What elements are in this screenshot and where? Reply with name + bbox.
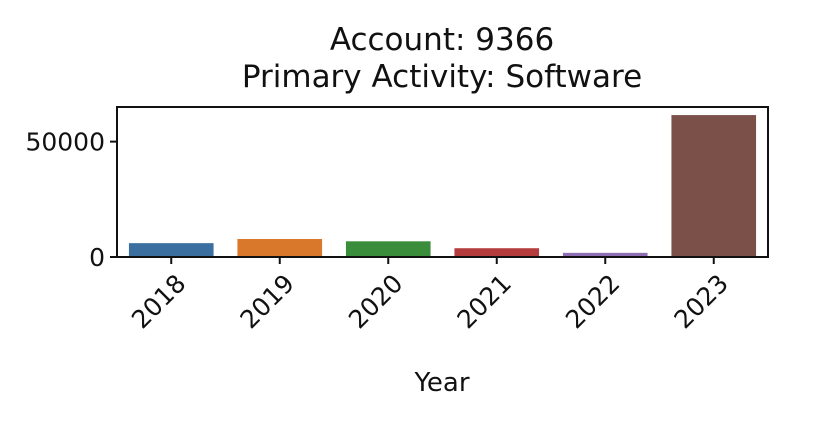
bar-2022 bbox=[562, 252, 648, 257]
x-tick-label: 2022 bbox=[560, 269, 625, 334]
chart-title: Account: 9366 bbox=[330, 22, 554, 58]
chart-subtitle: Primary Activity: Software bbox=[242, 59, 642, 95]
x-tick-label: 2023 bbox=[668, 269, 733, 334]
plot-frame bbox=[116, 106, 769, 258]
bar-2020 bbox=[345, 241, 431, 257]
bar-2018 bbox=[128, 243, 214, 257]
x-tick-label: 2021 bbox=[451, 269, 516, 334]
ticks: 2018 2019 2020 2021 2022 2023 0 50000 bbox=[25, 128, 734, 335]
x-tick-label: 2020 bbox=[343, 269, 408, 334]
x-tick-label: 2019 bbox=[234, 269, 299, 334]
y-tick-label: 0 bbox=[89, 243, 105, 272]
bar-2021 bbox=[454, 248, 540, 257]
x-tick-label: 2018 bbox=[126, 269, 191, 334]
x-axis-label: Year bbox=[413, 368, 469, 398]
bar-2019 bbox=[237, 239, 323, 257]
bars bbox=[128, 115, 757, 257]
y-tick-label: 50000 bbox=[25, 128, 105, 157]
bar-2023 bbox=[671, 115, 757, 257]
